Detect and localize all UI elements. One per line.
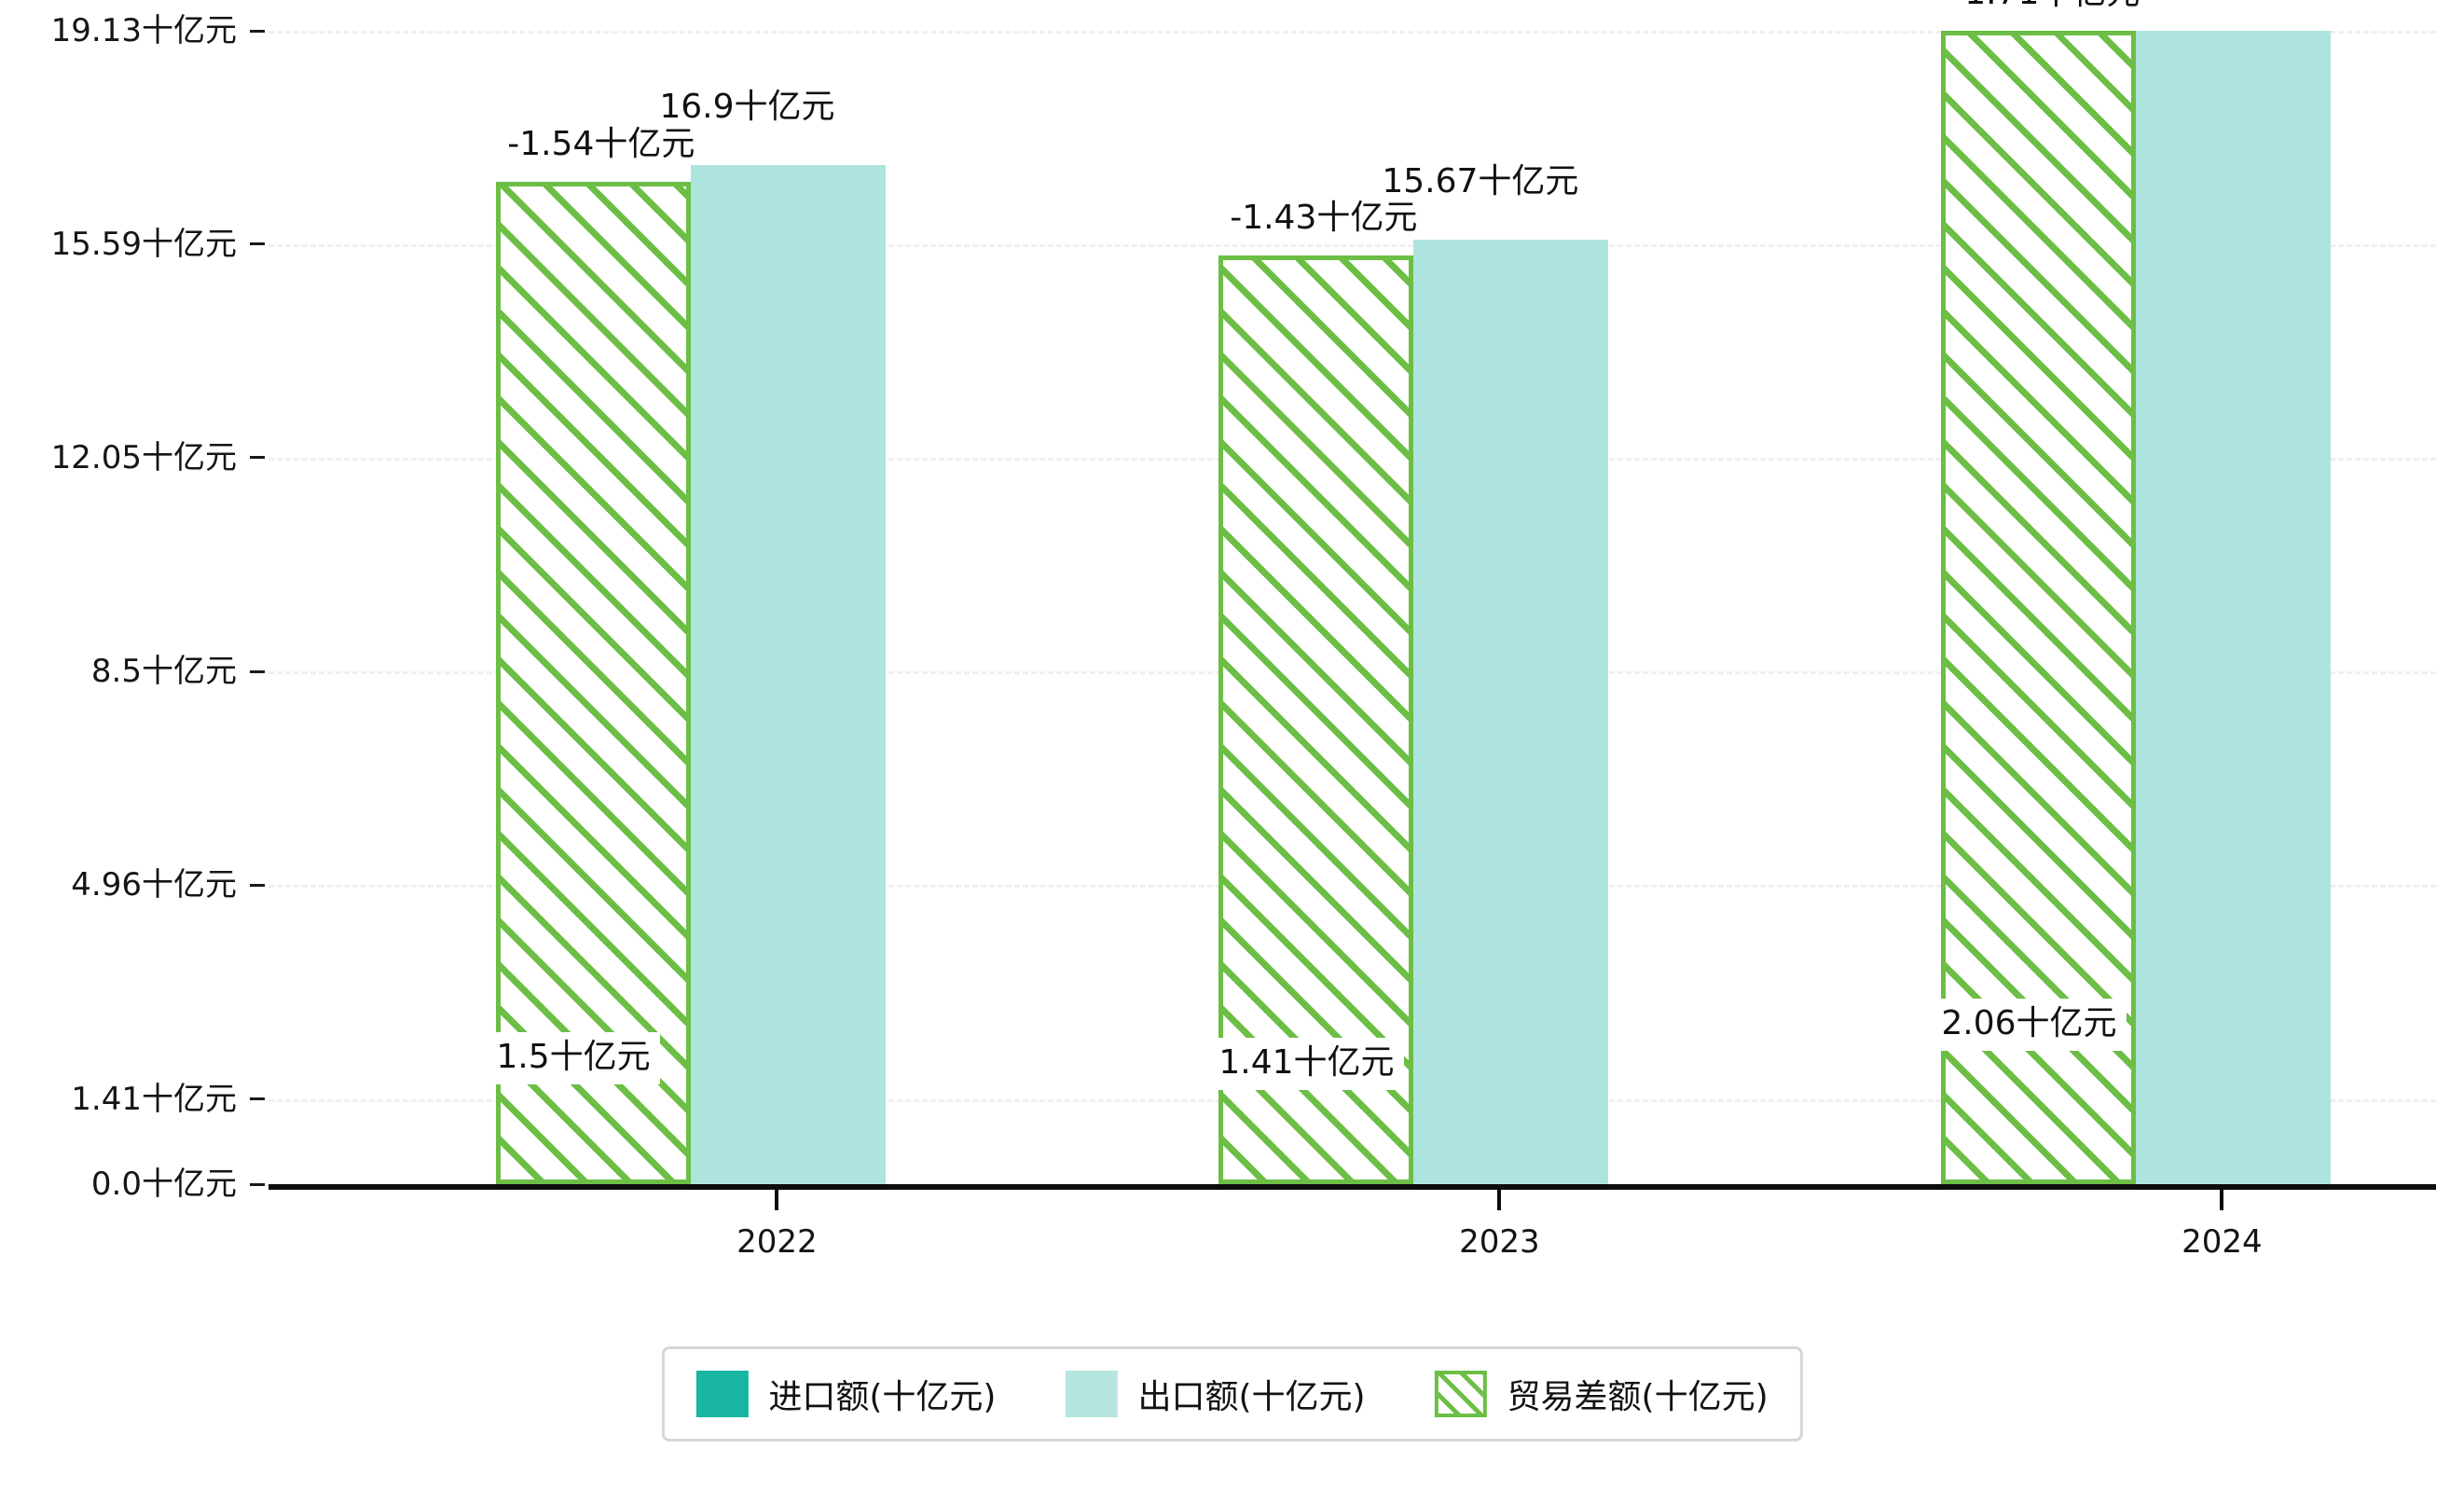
bar-export-2022[interactable] xyxy=(691,165,887,1184)
export-swatch-icon xyxy=(1065,1371,1118,1417)
y-axis-tick-label: 12.05十亿元 xyxy=(50,438,237,476)
value-label-trade-balance-2024: -1.71十亿元 xyxy=(1952,0,2140,10)
y-axis-tick-mark xyxy=(250,883,265,887)
legend-item-export[interactable]: 出口额(十亿元) xyxy=(1065,1370,1366,1418)
chart-legend[interactable]: 进口额(十亿元) 出口额(十亿元) 贸易差额(十亿元) xyxy=(661,1346,1803,1442)
x-axis-tick-mark xyxy=(2220,1190,2224,1210)
y-axis-tick-label: 19.13十亿元 xyxy=(50,12,237,49)
import-swatch-icon xyxy=(695,1371,749,1417)
bar-trade-balance-2023[interactable] xyxy=(1218,255,1414,1184)
bar-trade-balance-2022[interactable] xyxy=(496,182,692,1184)
value-label-import-2024: 2.06十亿元 xyxy=(1932,998,2127,1051)
gridline xyxy=(268,31,2436,34)
x-axis-tick-mark xyxy=(1497,1190,1502,1210)
y-axis-tick-mark xyxy=(250,456,265,460)
y-axis-tick-label: 0.0十亿元 xyxy=(90,1166,237,1203)
y-axis-tick-mark xyxy=(250,29,265,33)
y-axis-tick-mark xyxy=(250,1182,265,1186)
y-axis-tick-label: 15.59十亿元 xyxy=(50,225,237,263)
bar-export-2023[interactable] xyxy=(1413,239,1609,1184)
legend-item-import[interactable]: 进口额(十亿元) xyxy=(695,1370,996,1418)
value-label-trade-balance-2022: -1.54十亿元 xyxy=(507,125,695,164)
value-label-export-2022: 16.9十亿元 xyxy=(659,88,835,127)
y-axis-tick-label: 4.96十亿元 xyxy=(71,866,237,904)
value-label-import-2023: 1.41十亿元 xyxy=(1209,1037,1404,1090)
bar-export-2024[interactable] xyxy=(2136,31,2332,1184)
y-axis-tick-mark xyxy=(250,242,265,246)
y-axis-tick: 0.0十亿元 xyxy=(0,1168,265,1200)
x-axis-tick-mark xyxy=(775,1190,779,1210)
trade-balance-swatch-icon xyxy=(1434,1371,1487,1417)
y-axis-tick: 15.59十亿元 xyxy=(0,228,265,260)
value-label-export-2023: 15.67十亿元 xyxy=(1382,161,1579,200)
y-axis-tick: 4.96十亿元 xyxy=(0,869,265,901)
y-axis-tick: 12.05十亿元 xyxy=(0,442,265,474)
x-axis-tick-label: 2023 xyxy=(1459,1223,1540,1261)
bar-trade-balance-2024[interactable] xyxy=(1941,31,2137,1184)
legend-item-label: 贸易差额(十亿元) xyxy=(1507,1378,1769,1416)
legend-item-label: 出口额(十亿元) xyxy=(1137,1378,1366,1416)
x-axis-line xyxy=(268,1184,2436,1190)
x-axis-tick-label: 2022 xyxy=(736,1223,818,1261)
y-axis-tick-label: 8.5十亿元 xyxy=(90,653,237,691)
y-axis-tick-mark xyxy=(250,669,265,673)
legend-item-trade-balance[interactable]: 贸易差额(十亿元) xyxy=(1434,1370,1769,1418)
value-label-trade-balance-2023: -1.43十亿元 xyxy=(1230,199,1418,238)
y-axis-tick: 19.13十亿元 xyxy=(0,15,265,47)
gridline xyxy=(268,243,2436,247)
y-axis-tick-mark xyxy=(250,1097,265,1101)
y-axis-tick: 1.41十亿元 xyxy=(0,1083,265,1115)
legend-item-label: 进口额(十亿元) xyxy=(768,1378,997,1416)
y-axis-tick: 8.5十亿元 xyxy=(0,655,265,687)
value-label-import-2022: 1.5十亿元 xyxy=(487,1032,660,1084)
y-axis-tick-label: 1.41十亿元 xyxy=(71,1080,237,1118)
x-axis-tick-label: 2024 xyxy=(2182,1223,2263,1261)
